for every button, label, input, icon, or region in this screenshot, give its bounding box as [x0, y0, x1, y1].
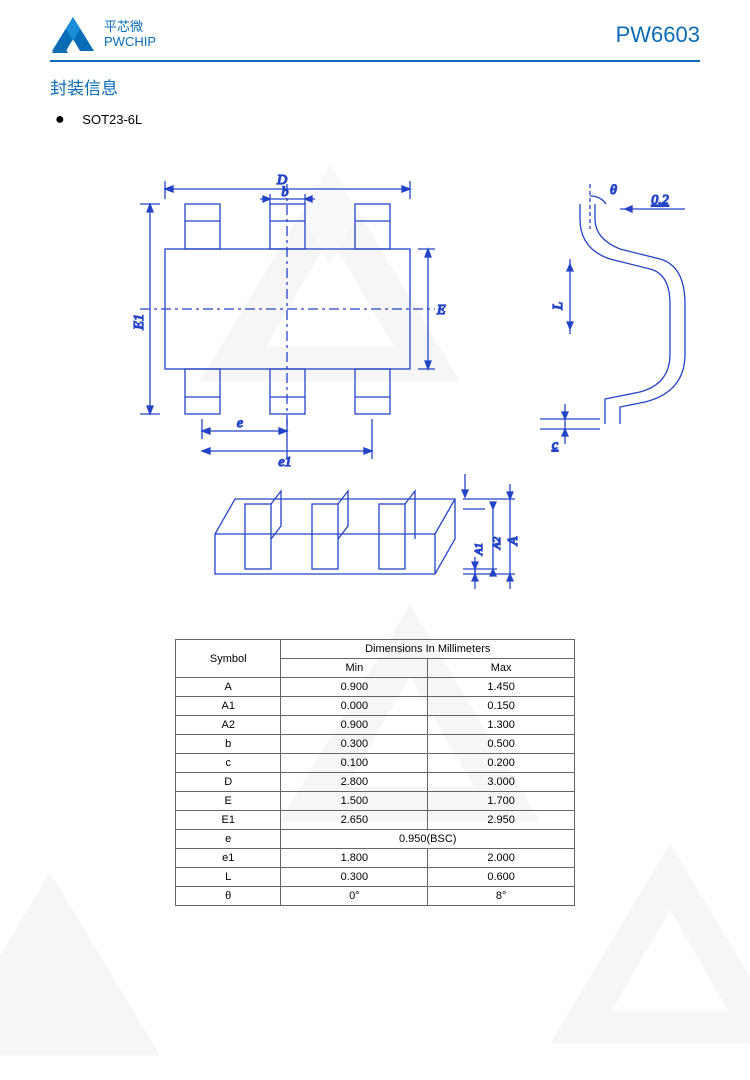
cell-max: 8°	[428, 887, 575, 906]
dim-e: e	[237, 416, 243, 431]
table-row: D2.8003.000	[176, 773, 575, 792]
cell-min: 0.900	[281, 678, 428, 697]
dim-A: A	[506, 536, 521, 546]
table-row: A20.9001.300	[176, 716, 575, 735]
header-rule	[50, 60, 700, 62]
cell-max: 1.450	[428, 678, 575, 697]
table-row: A10.0000.150	[176, 697, 575, 716]
cell-min: 0.900	[281, 716, 428, 735]
table-row: θ0°8°	[176, 887, 575, 906]
company-logo-icon	[50, 15, 96, 55]
cell-symbol: L	[176, 868, 281, 887]
dim-notch: 0.2	[651, 193, 669, 208]
th-min: Min	[281, 659, 428, 678]
cell-min: 0°	[281, 887, 428, 906]
package-diagrams: D b E E1	[0, 129, 750, 629]
dim-theta: θ	[610, 183, 617, 198]
cell-symbol: b	[176, 735, 281, 754]
cell-symbol: e1	[176, 849, 281, 868]
cell-min: 1.800	[281, 849, 428, 868]
table-row: e0.950(BSC)	[176, 830, 575, 849]
package-name: SOT23-6L	[82, 112, 142, 127]
cell-symbol: A1	[176, 697, 281, 716]
table-row: A0.9001.450	[176, 678, 575, 697]
dimensions-table-wrap: Symbol Dimensions In Millimeters Min Max…	[0, 639, 750, 906]
cell-min: 0.000	[281, 697, 428, 716]
cell-max: 1.300	[428, 716, 575, 735]
th-max: Max	[428, 659, 575, 678]
bullet-icon: ●	[55, 111, 65, 128]
cell-max: 0.200	[428, 754, 575, 773]
cell-min: 0.300	[281, 868, 428, 887]
table-row: e11.8002.000	[176, 849, 575, 868]
dim-A2: A2	[491, 536, 503, 550]
table-row: c0.1000.200	[176, 754, 575, 773]
cell-min: 2.800	[281, 773, 428, 792]
cell-symbol: A2	[176, 716, 281, 735]
cell-symbol: E1	[176, 811, 281, 830]
dim-A1: A1	[473, 543, 485, 556]
cell-min: 2.650	[281, 811, 428, 830]
cell-min: 0.300	[281, 735, 428, 754]
dim-L: L	[551, 302, 566, 311]
th-dims: Dimensions In Millimeters	[281, 640, 575, 659]
table-row: E12.6502.950	[176, 811, 575, 830]
company-logo-block: 平芯微 PWCHIP	[50, 15, 156, 55]
company-name-cn: 平芯微	[104, 20, 156, 35]
dim-e1: e1	[278, 455, 291, 470]
cell-max: 0.500	[428, 735, 575, 754]
dim-b: b	[282, 185, 289, 200]
cell-span: 0.950(BSC)	[281, 830, 575, 849]
cell-symbol: D	[176, 773, 281, 792]
page-header: 平芯微 PWCHIP PW6603	[0, 0, 750, 60]
cell-symbol: A	[176, 678, 281, 697]
cell-max: 0.150	[428, 697, 575, 716]
dim-E: E	[436, 303, 446, 318]
th-symbol: Symbol	[176, 640, 281, 678]
dim-E1: E1	[132, 314, 147, 331]
dim-c: c	[552, 438, 559, 453]
cell-symbol: c	[176, 754, 281, 773]
cell-max: 1.700	[428, 792, 575, 811]
dimensions-table: Symbol Dimensions In Millimeters Min Max…	[175, 639, 575, 906]
part-number: PW6603	[616, 22, 700, 48]
cell-max: 2.950	[428, 811, 575, 830]
cell-symbol: θ	[176, 887, 281, 906]
cell-symbol: e	[176, 830, 281, 849]
table-row: E1.5001.700	[176, 792, 575, 811]
package-bullet: ● SOT23-6L	[55, 111, 750, 129]
cell-min: 0.100	[281, 754, 428, 773]
cell-min: 1.500	[281, 792, 428, 811]
table-row: L0.3000.600	[176, 868, 575, 887]
cell-max: 0.600	[428, 868, 575, 887]
company-name-en: PWCHIP	[104, 35, 156, 50]
section-title: 封装信息	[50, 74, 750, 99]
table-row: b0.3000.500	[176, 735, 575, 754]
cell-symbol: E	[176, 792, 281, 811]
cell-max: 2.000	[428, 849, 575, 868]
cell-max: 3.000	[428, 773, 575, 792]
